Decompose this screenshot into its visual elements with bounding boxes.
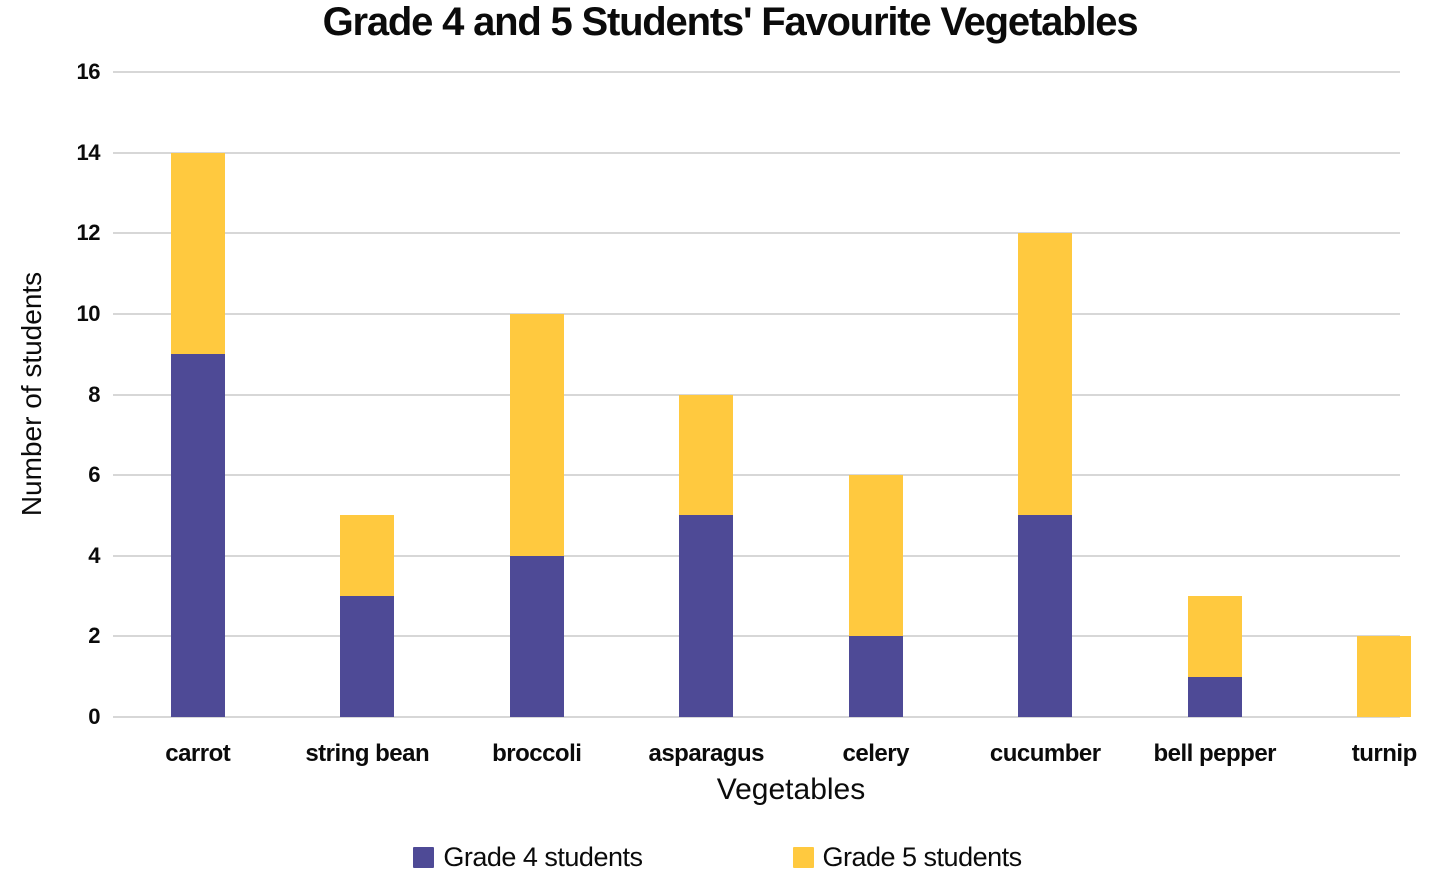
y-tick-label-0: 0 xyxy=(88,704,100,729)
bar-segment-grade-5-students-string-bean xyxy=(340,515,395,597)
gridline-4 xyxy=(113,554,1400,557)
x-category-label-celery: celery xyxy=(842,740,910,767)
gridline-12 xyxy=(113,232,1400,235)
y-tick-label-2: 2 xyxy=(88,623,100,649)
bar-segment-grade-4-students-asparagus xyxy=(679,515,734,717)
x-axis-title: Vegetables xyxy=(716,773,866,806)
bar-segment-grade-4-students-string-bean xyxy=(340,596,395,717)
bar-segment-grade-5-students-turnip xyxy=(1357,636,1412,717)
bar-segment-grade-4-students-bell-pepper xyxy=(1187,676,1242,717)
bar-segment-grade-5-students-broccoli xyxy=(509,313,564,556)
legend-swatch-grade-5-students xyxy=(792,847,814,868)
legend-swatch-grade-4-students xyxy=(413,847,435,868)
x-category-label-bell-pepper: bell pepper xyxy=(1153,740,1277,767)
gridline-16 xyxy=(113,71,1400,73)
legend-label-grade-4-students: Grade 4 students xyxy=(443,842,643,872)
bar-segment-grade-4-students-cucumber xyxy=(1018,515,1073,717)
bar-segment-grade-5-students-celery xyxy=(848,475,903,637)
bar-segment-grade-5-students-asparagus xyxy=(679,394,734,516)
bar-segment-grade-4-students-carrot xyxy=(170,354,225,717)
y-tick-label-8: 8 xyxy=(88,381,100,407)
legend: Grade 4 students Grade 5 students xyxy=(0,842,1435,873)
bar-segment-grade-5-students-cucumber xyxy=(1018,233,1073,516)
legend-label-grade-5-students: Grade 5 students xyxy=(822,842,1023,872)
bar-segment-grade-4-students-celery xyxy=(848,636,903,717)
plot-area: carrot string bean broccoli asparagus celery… xyxy=(77,59,1418,767)
gridline-10 xyxy=(113,312,1400,315)
x-category-label-carrot: carrot xyxy=(165,740,231,767)
y-tick-label-10: 10 xyxy=(76,300,101,326)
gridline-2 xyxy=(113,635,1400,638)
y-tick-label-12: 12 xyxy=(76,220,101,246)
gridline-14 xyxy=(113,151,1400,154)
x-category-label-string-bean: string bean xyxy=(305,740,430,767)
legend-item-grade-4-students: Grade 4 students xyxy=(413,842,643,873)
x-category-label-turnip: turnip xyxy=(1351,740,1417,767)
bars-layer: carrot string bean broccoli asparagus celery… xyxy=(113,72,1435,767)
x-category-label-asparagus: asparagus xyxy=(648,740,765,767)
x-category-label-broccoli: broccoli xyxy=(492,740,582,767)
y-tick-label-6: 6 xyxy=(88,462,100,488)
y-tick-label-16: 16 xyxy=(76,59,101,84)
x-category-label-cucumber: cucumber xyxy=(989,740,1101,767)
legend-item-grade-5-students: Grade 5 students xyxy=(792,842,1023,873)
gridline-6 xyxy=(113,474,1400,477)
bar-segment-grade-4-students-broccoli xyxy=(509,555,564,717)
gridline-8 xyxy=(113,393,1400,396)
gridline-0 xyxy=(113,716,1400,718)
bar-segment-grade-5-students-bell-pepper xyxy=(1187,596,1242,677)
y-tick-label-14: 14 xyxy=(76,139,101,165)
chart-title: Grade 4 and 5 Students' Favourite Vegeta… xyxy=(322,0,1139,44)
y-tick-label-4: 4 xyxy=(88,542,100,568)
bar-segment-grade-5-students-carrot xyxy=(170,152,225,355)
